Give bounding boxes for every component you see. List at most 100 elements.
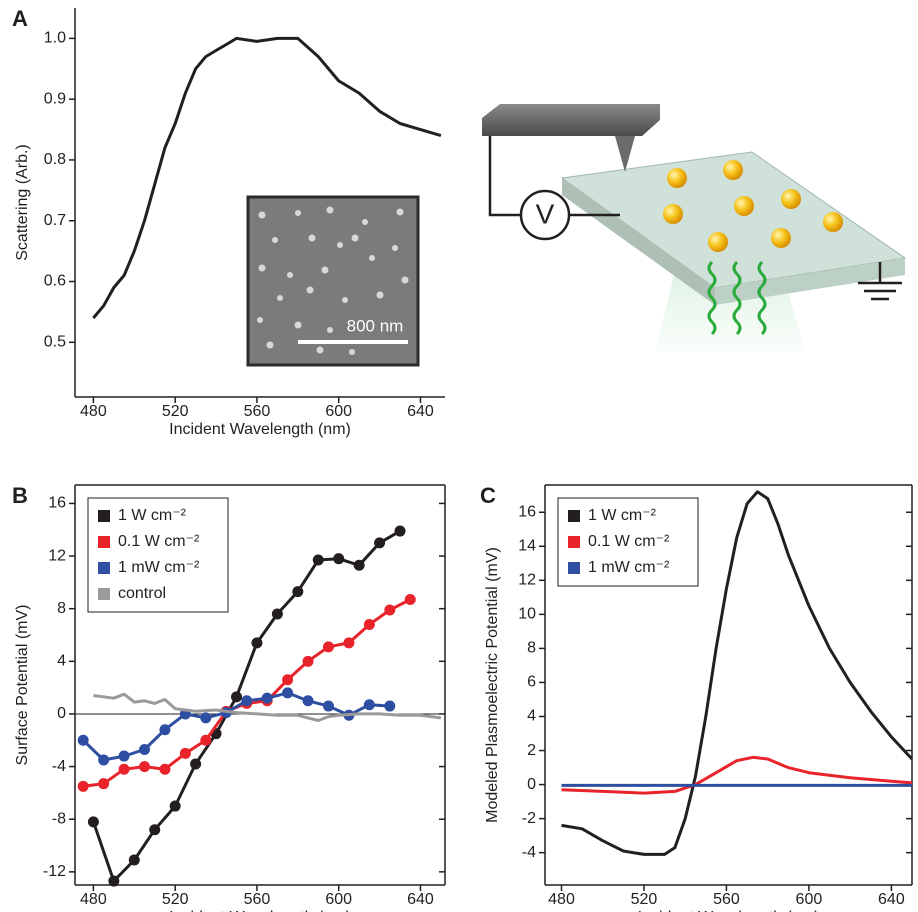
legend-label: control: [118, 585, 166, 602]
y-tick-label: 8: [57, 600, 66, 617]
data-point: [394, 525, 406, 537]
data-line: [82, 691, 390, 762]
legend-swatch: [98, 536, 110, 548]
data-point: [302, 655, 314, 667]
data-point: [77, 734, 89, 746]
y-tick-label: 0.7: [44, 212, 66, 229]
legend-swatch: [98, 510, 110, 522]
panel-label: C: [480, 483, 496, 508]
schematic: V: [482, 104, 907, 352]
data-point: [282, 687, 294, 699]
y-tick-label: 12: [48, 547, 66, 564]
data-point: [159, 763, 171, 775]
legend-swatch: [568, 510, 580, 522]
legend-label: 1 mW cm⁻²: [588, 559, 670, 576]
data-point: [282, 674, 294, 686]
data-point: [333, 553, 345, 565]
y-tick-label: 0.6: [44, 273, 66, 290]
data-point: [139, 761, 151, 773]
legend-swatch: [568, 536, 580, 548]
data-point: [118, 750, 130, 762]
data-point: [87, 816, 99, 828]
x-tick-label: 560: [244, 891, 271, 908]
x-tick-label: 560: [713, 891, 740, 908]
data-line: [92, 36, 442, 319]
data-point: [159, 724, 171, 736]
panel-label: A: [12, 6, 28, 31]
scale-bar-label: 800 nm: [347, 316, 404, 335]
data-point: [200, 712, 212, 724]
data-point: [271, 608, 283, 620]
legend-swatch: [568, 562, 580, 574]
y-tick-label: 16: [48, 495, 66, 512]
legend-label: 0.1 W cm⁻²: [118, 533, 200, 550]
legend-swatch: [98, 562, 110, 574]
x-tick-label: 520: [162, 403, 189, 420]
data-line: [561, 755, 913, 795]
x-tick-label: 600: [796, 891, 823, 908]
x-tick-label: 640: [407, 891, 434, 908]
legend-label: 1 W cm⁻²: [588, 507, 657, 524]
legend-label: 1 W cm⁻²: [118, 507, 187, 524]
y-tick-label: -4: [522, 844, 536, 861]
x-axis-title: Incident Wavelength (nm): [169, 421, 351, 438]
data-point: [312, 554, 324, 566]
data-point: [292, 586, 304, 598]
y-tick-label: 1.0: [44, 30, 66, 47]
data-point: [302, 695, 314, 707]
data-point: [139, 743, 151, 755]
x-tick-label: 480: [80, 891, 107, 908]
voltmeter-label: V: [536, 198, 555, 229]
y-axis-title: Surface Potential (mV): [14, 605, 31, 766]
y-tick-label: 14: [518, 537, 536, 554]
y-tick-label: -2: [522, 810, 536, 827]
inset-image: 800 nm: [246, 195, 420, 367]
x-tick-label: 600: [325, 403, 352, 420]
data-point: [230, 691, 242, 703]
data-line: [83, 598, 411, 788]
y-tick-label: 0.8: [44, 151, 66, 168]
x-tick-label: 640: [878, 891, 905, 908]
data-point: [322, 641, 334, 653]
data-point: [118, 763, 130, 775]
data-point: [98, 754, 110, 766]
data-point: [200, 734, 212, 746]
x-axis-title: Incident Wavelength (nm): [638, 909, 820, 912]
data-point: [190, 758, 202, 770]
data-point: [374, 537, 386, 549]
data-point: [343, 637, 355, 649]
x-tick-label: 640: [407, 403, 434, 420]
data-point: [404, 593, 416, 605]
y-tick-label: 4: [527, 708, 536, 725]
data-line: [561, 490, 914, 856]
y-tick-label: 8: [527, 640, 536, 657]
legend-box: [87, 497, 229, 613]
y-tick-label: -8: [52, 810, 66, 827]
y-tick-label: 4: [57, 653, 66, 670]
y-tick-label: -12: [43, 863, 66, 880]
y-axis-title: Scattering (Arb.): [14, 144, 31, 260]
panel-label: B: [12, 483, 28, 508]
data-line: [91, 529, 401, 883]
data-point: [353, 559, 365, 571]
legend-swatch: [98, 588, 110, 600]
legend-box: [557, 497, 699, 587]
data-point: [179, 747, 191, 759]
y-tick-label: 6: [527, 674, 536, 691]
x-tick-label: 480: [80, 403, 107, 420]
data-point: [363, 618, 375, 630]
data-point: [322, 700, 334, 712]
data-point: [98, 778, 110, 790]
data-point: [128, 854, 140, 866]
y-tick-label: 0.9: [44, 90, 66, 107]
data-point: [384, 700, 396, 712]
legend-label: 0.1 W cm⁻²: [588, 533, 670, 550]
y-tick-label: 16: [518, 503, 536, 520]
legend-label: 1 mW cm⁻²: [118, 559, 200, 576]
x-tick-label: 560: [244, 403, 271, 420]
data-point: [108, 875, 120, 887]
data-point: [149, 824, 161, 836]
data-line: [93, 692, 442, 722]
